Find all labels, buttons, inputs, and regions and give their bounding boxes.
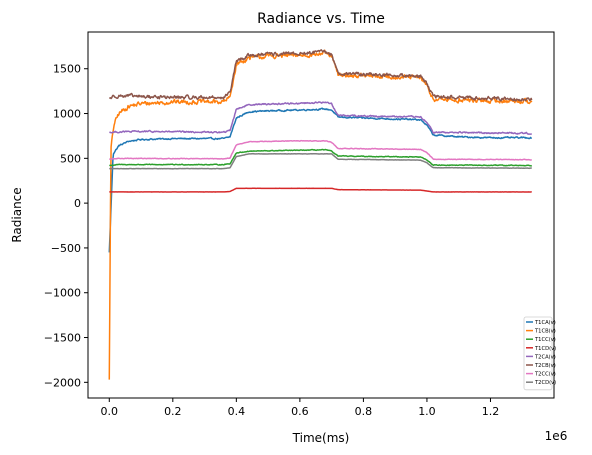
x-tick-label: 0.0: [101, 405, 119, 418]
y-tick-label: 1500: [53, 63, 81, 76]
y-tick-label: 1000: [53, 108, 81, 121]
legend-label: T2CB(v): [534, 363, 556, 369]
legend-label: T2CD(v): [534, 380, 556, 386]
series-line-t2cb-v: [108, 49, 533, 102]
legend: T1CA(v) T1CB(v) T1CC(v) T1CD(v) T2CA(v) T2CB(…: [523, 316, 556, 391]
y-tick-label: −500: [51, 242, 81, 255]
x-tick-label: 0.4: [228, 405, 246, 418]
y-axis-label: Radiance: [10, 187, 24, 242]
plot-frame: [87, 31, 555, 399]
x-tick-label: 0.8: [355, 405, 373, 418]
legend-box: [523, 316, 553, 391]
series-line-t2cc-v: [109, 139, 533, 161]
legend-label: T1CD(v): [534, 346, 556, 352]
y-tick-label: 500: [60, 152, 81, 165]
series-line-t1cd-v: [109, 187, 532, 193]
y-tick-label: 0: [74, 197, 81, 210]
legend-label: T2CC(v): [534, 372, 556, 378]
series-line-t1cb-v: [108, 49, 533, 380]
x-axis: 0.0 0.2 0.4 0.6 0.8 1.0 1.2: [101, 398, 500, 418]
y-tick-label: −2000: [44, 376, 81, 389]
x-axis-label: Time(ms): [292, 431, 350, 445]
series-line-t2cd-v: [109, 152, 532, 170]
x-tick-label: 1.2: [482, 405, 500, 418]
legend-label: T1CC(v): [534, 337, 556, 343]
series-line-t1cc-v: [109, 148, 533, 167]
series-line-t2ca-v: [109, 101, 532, 135]
x-tick-label: 1.0: [418, 405, 436, 418]
series-line-t1ca-v: [108, 107, 532, 253]
y-axis: −2000 −1500 −1000 −500 0 500 1000 1500: [44, 63, 88, 389]
legend-label: T2CA(v): [534, 354, 556, 360]
chart-title: Radiance vs. Time: [257, 11, 385, 27]
y-tick-label: −1000: [44, 287, 81, 300]
y-tick-label: −1500: [44, 332, 81, 345]
legend-label: T1CA(v): [534, 320, 556, 326]
plot-area: [108, 49, 533, 380]
x-tick-label: 0.2: [164, 405, 182, 418]
x-tick-label: 0.6: [291, 405, 309, 418]
x-offset-label: 1e6: [545, 429, 568, 443]
legend-label: T1CB(v): [534, 329, 556, 335]
